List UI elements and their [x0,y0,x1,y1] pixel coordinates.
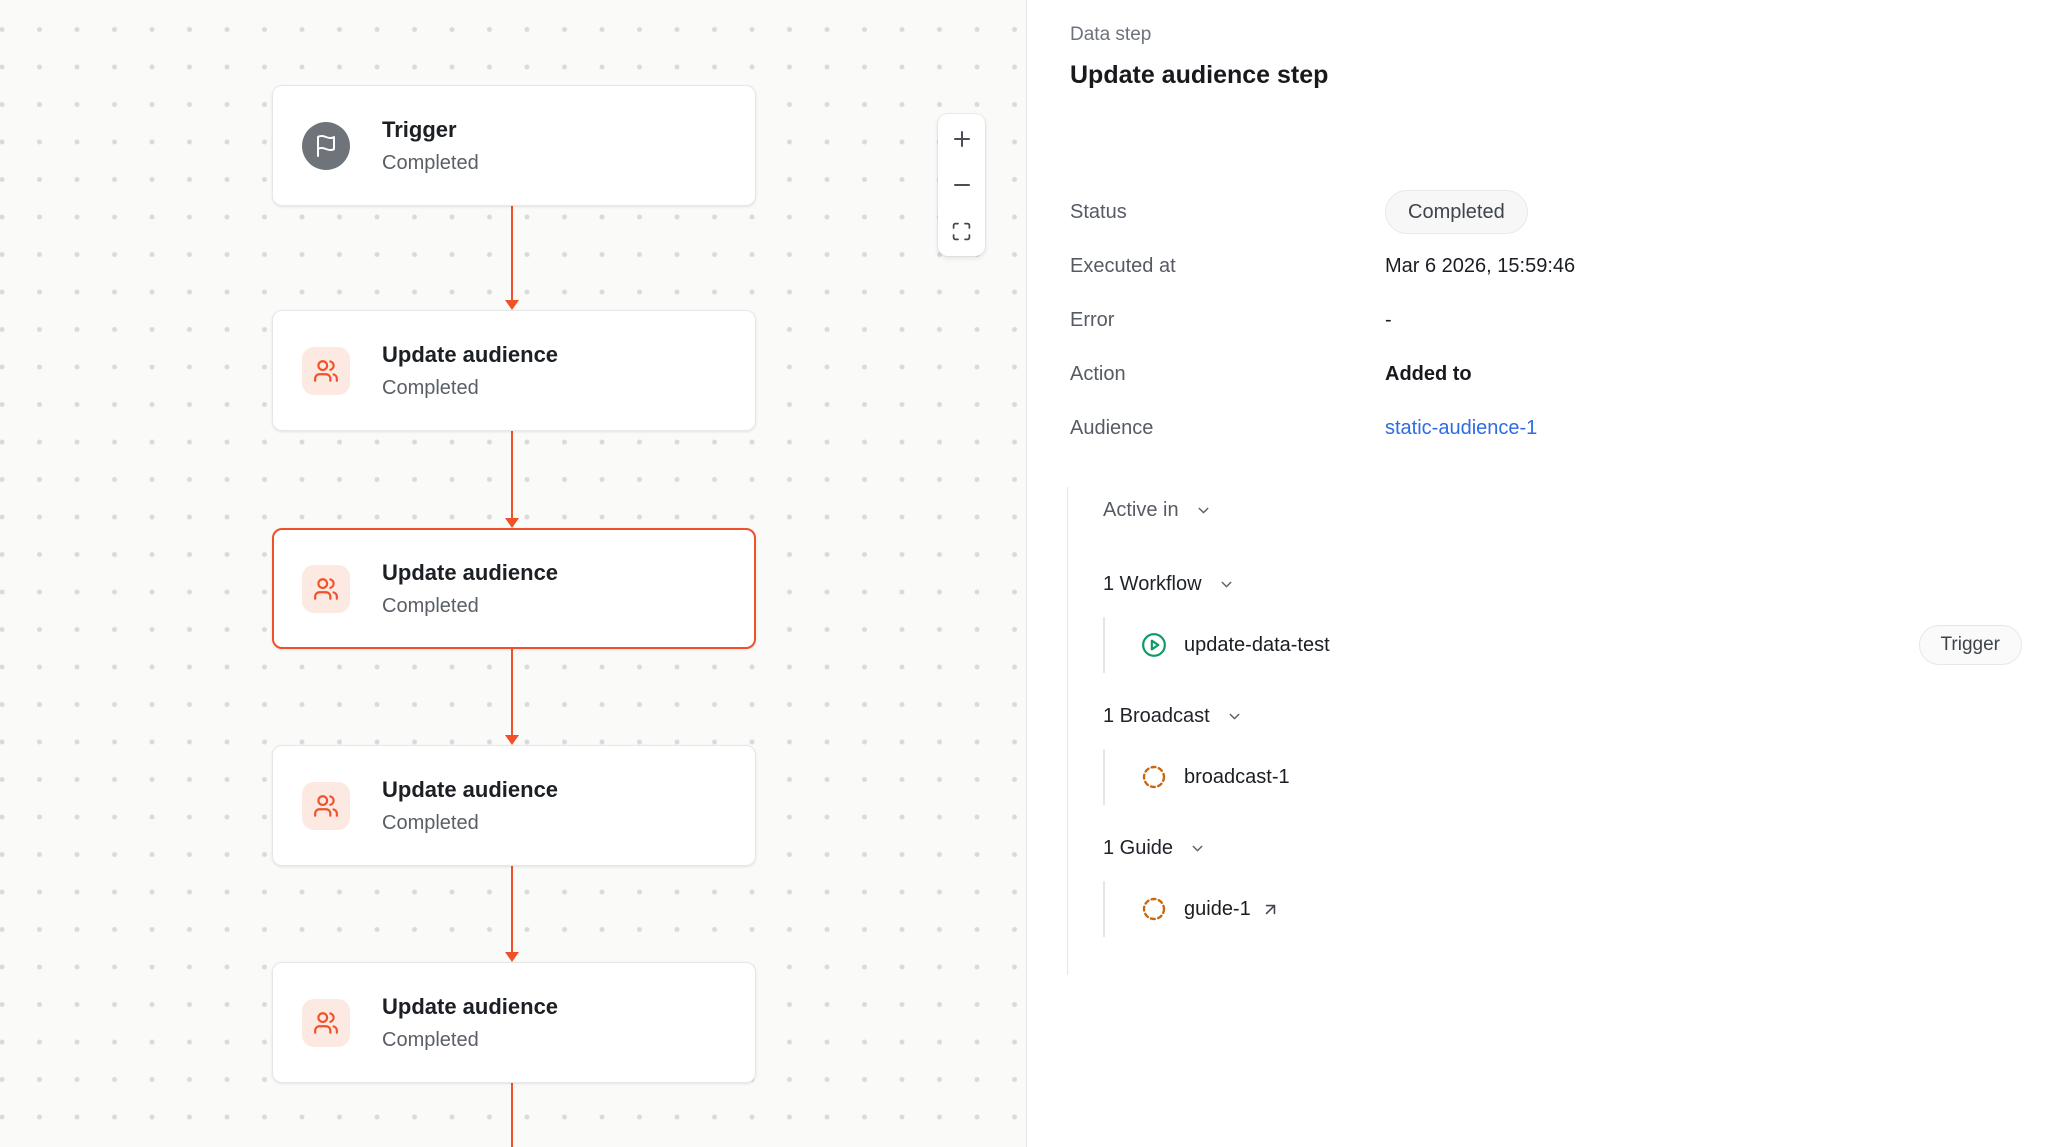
group-label: 1 Workflow [1103,572,1202,595]
edge-arrowhead-icon [505,300,519,310]
users-icon [302,564,350,613]
edge-arrowhead-icon [505,735,519,745]
broadcast-group-toggle[interactable]: 1 Broadcast [1103,701,2022,731]
chevron-down-icon [1218,576,1235,593]
edge-arrowhead-icon [505,518,519,528]
zoom-out-button[interactable] [938,162,985,208]
minus-icon [953,184,970,186]
node-title: Update audience [382,341,559,367]
trigger-badge: Trigger [1918,625,2022,665]
guide-link[interactable]: guide-1 [1141,896,1280,922]
executed-at-value: Mar 6 2026, 15:59:46 [1385,254,1576,277]
edge-connector [511,431,513,518]
chevron-down-icon [1226,708,1243,725]
page-title: Update audience step [1070,61,1329,89]
action-value: Added to [1385,362,1472,385]
fit-view-icon [952,222,971,240]
users-icon [302,781,350,830]
field-label: Status [1070,200,1127,223]
edge-connector [511,206,513,300]
step-details-fields: Status Completed Executed at Mar 6 2026,… [1070,185,2022,455]
dashed-circle-icon [1141,764,1167,790]
chevron-down-icon [1189,840,1206,857]
group-label: 1 Broadcast [1103,704,1210,727]
group-label: 1 Guide [1103,836,1174,859]
audience-link[interactable]: static-audience-1 [1385,416,1538,439]
guide-name-text: guide-1 [1184,897,1251,920]
workflow-canvas[interactable]: Trigger Completed Update audience Comple… [0,0,1027,1147]
play-circle-icon [1141,632,1167,658]
broadcast-name: broadcast-1 [1184,765,1290,788]
flag-icon [302,121,350,170]
field-label: Error [1070,308,1115,331]
workflow-name: update-data-test [1184,633,1330,656]
field-label: Executed at [1070,254,1176,277]
guide-group-toggle[interactable]: 1 Guide [1103,833,2022,863]
node-status: Completed [382,811,479,834]
external-link-icon [1261,900,1280,919]
error-value: - [1385,308,1392,331]
active-in-section: Active in 1 Workflow [1067,487,2022,975]
node-status: Completed [382,376,479,399]
broadcast-link[interactable]: broadcast-1 [1141,764,1290,790]
field-row-error: Error - [1070,293,2022,347]
fit-view-button[interactable] [938,208,985,254]
node-update-audience-4[interactable]: Update audience Completed [272,962,756,1083]
node-status: Completed [382,594,479,617]
zoom-in-button[interactable] [938,116,985,162]
broadcast-list-item: broadcast-1 [1103,749,2022,805]
node-update-audience-1[interactable]: Update audience Completed [272,310,756,431]
status-badge: Completed [1385,190,1528,234]
guide-name: guide-1 [1184,898,1280,921]
node-title: Update audience [382,776,559,802]
node-update-audience-3[interactable]: Update audience Completed [272,745,756,866]
users-icon [302,346,350,395]
node-status: Completed [382,151,479,174]
node-trigger[interactable]: Trigger Completed [272,85,756,206]
canvas-zoom-toolbar [938,114,985,256]
plus-icon [953,131,970,147]
field-row-audience: Audience static-audience-1 [1070,401,2022,455]
workflow-list-item: update-data-test Trigger [1103,617,2022,673]
guide-list-item: guide-1 [1103,881,2022,937]
node-title: Update audience [382,993,559,1019]
node-update-audience-2-selected[interactable]: Update audience Completed [272,528,756,649]
node-title: Update audience [382,559,559,585]
step-type-label: Data step [1070,24,1152,45]
workflow-link[interactable]: update-data-test [1141,632,1330,658]
edge-arrowhead-icon [505,952,519,962]
workflow-group-toggle[interactable]: 1 Workflow [1103,569,2022,599]
active-in-toggle[interactable]: Active in [1103,495,2022,525]
details-panel: Data step Update audience step Status Co… [1028,0,2048,1147]
field-row-executed-at: Executed at Mar 6 2026, 15:59:46 [1070,239,2022,293]
node-status: Completed [382,1028,479,1051]
field-label: Action [1070,362,1126,385]
field-label: Audience [1070,416,1154,439]
edge-connector [511,866,513,952]
chevron-down-icon [1195,502,1212,519]
field-row-status: Status Completed [1070,185,2022,239]
active-in-label: Active in [1103,498,1179,521]
field-row-action: Action Added to [1070,347,2022,401]
edge-connector [511,649,513,735]
dashed-circle-icon [1141,896,1167,922]
users-icon [302,998,350,1047]
edge-connector [511,1083,513,1147]
node-title: Trigger [382,116,457,142]
